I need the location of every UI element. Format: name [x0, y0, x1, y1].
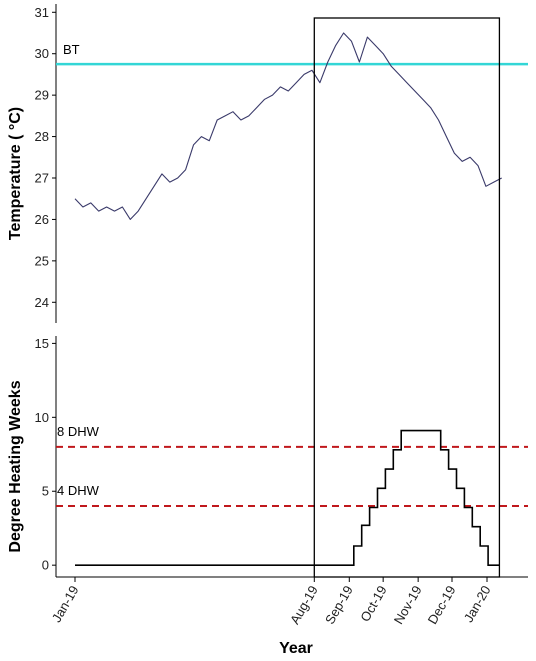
y-tick-label: 29	[35, 88, 49, 103]
y-tick-label: 15	[35, 336, 49, 351]
x-tick-label: Jan-19	[49, 583, 82, 625]
y-axis-title: Temperature ( °C)	[7, 107, 24, 240]
dhw-series-line	[75, 429, 500, 566]
y-tick-label: 30	[35, 46, 49, 61]
x-tick-label: Jan-20	[461, 583, 494, 625]
y-tick-label: 26	[35, 212, 49, 227]
bt-label: BT	[63, 42, 80, 57]
y-tick-label: 10	[35, 410, 49, 425]
temperature-panel: 24 25 26 27 28 29 30 31 Temperature ( °C) BT	[7, 4, 528, 323]
overlay	[313, 17, 501, 578]
y-tick-label: 0	[42, 558, 49, 573]
temperature-series-line	[74, 32, 502, 220]
dhw-panel: 0 5 10 15 Degree Heating Weeks Jan-19 Aug-19 Se…	[7, 336, 528, 657]
x-axis-title: Year	[279, 640, 313, 657]
y-tick-label: 5	[42, 484, 49, 499]
x-tick-label: Dec-19	[425, 583, 459, 627]
x-tick-label: Oct-19	[357, 583, 389, 624]
4-dhw-label: 4 DHW	[57, 483, 100, 498]
x-tick-label: Nov-19	[391, 583, 425, 627]
y-tick-label: 24	[35, 295, 49, 310]
y-axis-title: Degree Heating Weeks	[7, 380, 24, 552]
8-dhw-label: 8 DHW	[57, 424, 100, 439]
x-tick-label: Aug-19	[287, 583, 321, 627]
y-tick-label: 25	[35, 253, 49, 268]
y-tick-label: 31	[35, 5, 49, 20]
highlight-box	[313, 17, 501, 578]
y-tick-label: 28	[35, 129, 49, 144]
x-tick-label: Sep-19	[322, 583, 356, 627]
y-tick-label: 27	[35, 171, 49, 186]
